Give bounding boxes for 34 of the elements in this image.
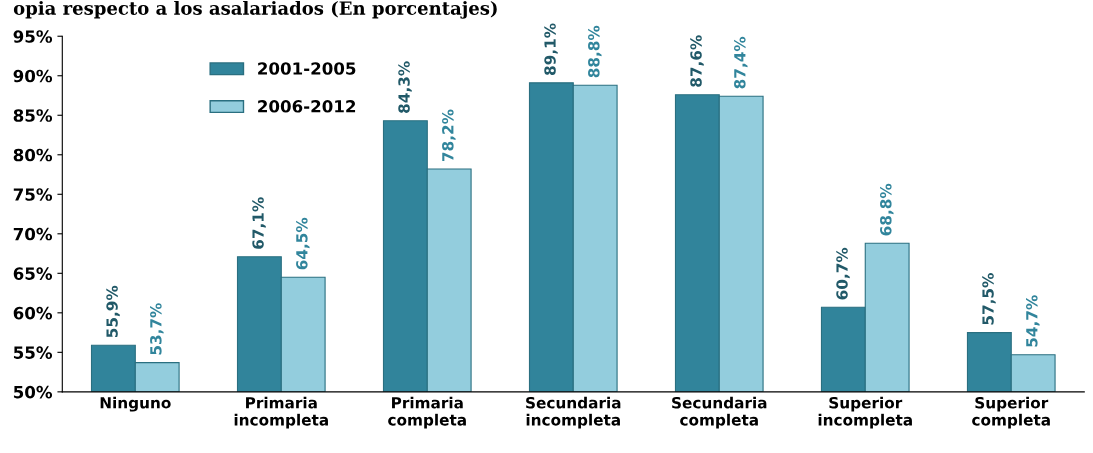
x-tick-label: Secundaria completa bbox=[672, 396, 767, 429]
x-tick-label: Ninguno bbox=[100, 396, 171, 412]
legend-label: 2006-2012 bbox=[258, 100, 356, 113]
data-label: 88,8% bbox=[588, 25, 602, 78]
y-tick-label: 75% bbox=[13, 188, 53, 201]
y-tick-label: 65% bbox=[13, 267, 53, 280]
data-label: 87,4% bbox=[734, 36, 748, 89]
x-tick-label: Primaria incompleta bbox=[234, 396, 328, 429]
y-tick-label: 90% bbox=[13, 69, 53, 83]
data-label: 64,5% bbox=[296, 217, 310, 270]
y-tick-label: 80% bbox=[13, 148, 53, 162]
data-label: 68,8% bbox=[880, 183, 894, 236]
data-label: 55,9% bbox=[106, 285, 120, 338]
x-tick-label: Superior incompleta bbox=[818, 396, 912, 429]
data-label: 84,3% bbox=[398, 61, 412, 113]
data-label: 53,7% bbox=[150, 303, 164, 355]
legend-label: 2001-2005 bbox=[258, 62, 356, 75]
data-label: 78,2% bbox=[442, 109, 456, 162]
y-tick-label: 55% bbox=[13, 346, 53, 359]
y-tick-label: 60% bbox=[13, 306, 53, 320]
data-label: 67,1% bbox=[252, 197, 266, 249]
x-tick-label: Primaria completa bbox=[388, 396, 466, 429]
data-label: 60,7% bbox=[836, 247, 850, 300]
chart-title: opia respecto a los asalariados (En porcentajes) bbox=[13, 0, 497, 19]
data-label: 87,6% bbox=[690, 35, 704, 87]
data-label: 57,5% bbox=[982, 273, 996, 325]
y-tick-label: 70% bbox=[13, 227, 53, 241]
y-tick-label: 50% bbox=[13, 385, 53, 399]
y-tick-label: 95% bbox=[13, 30, 53, 43]
x-tick-label: Superior completa bbox=[972, 396, 1050, 429]
data-label: 89,1% bbox=[544, 23, 558, 75]
y-tick-label: 85% bbox=[13, 109, 53, 122]
data-label: 54,7% bbox=[1026, 295, 1040, 347]
x-tick-label: Secundaria incompleta bbox=[526, 396, 621, 429]
